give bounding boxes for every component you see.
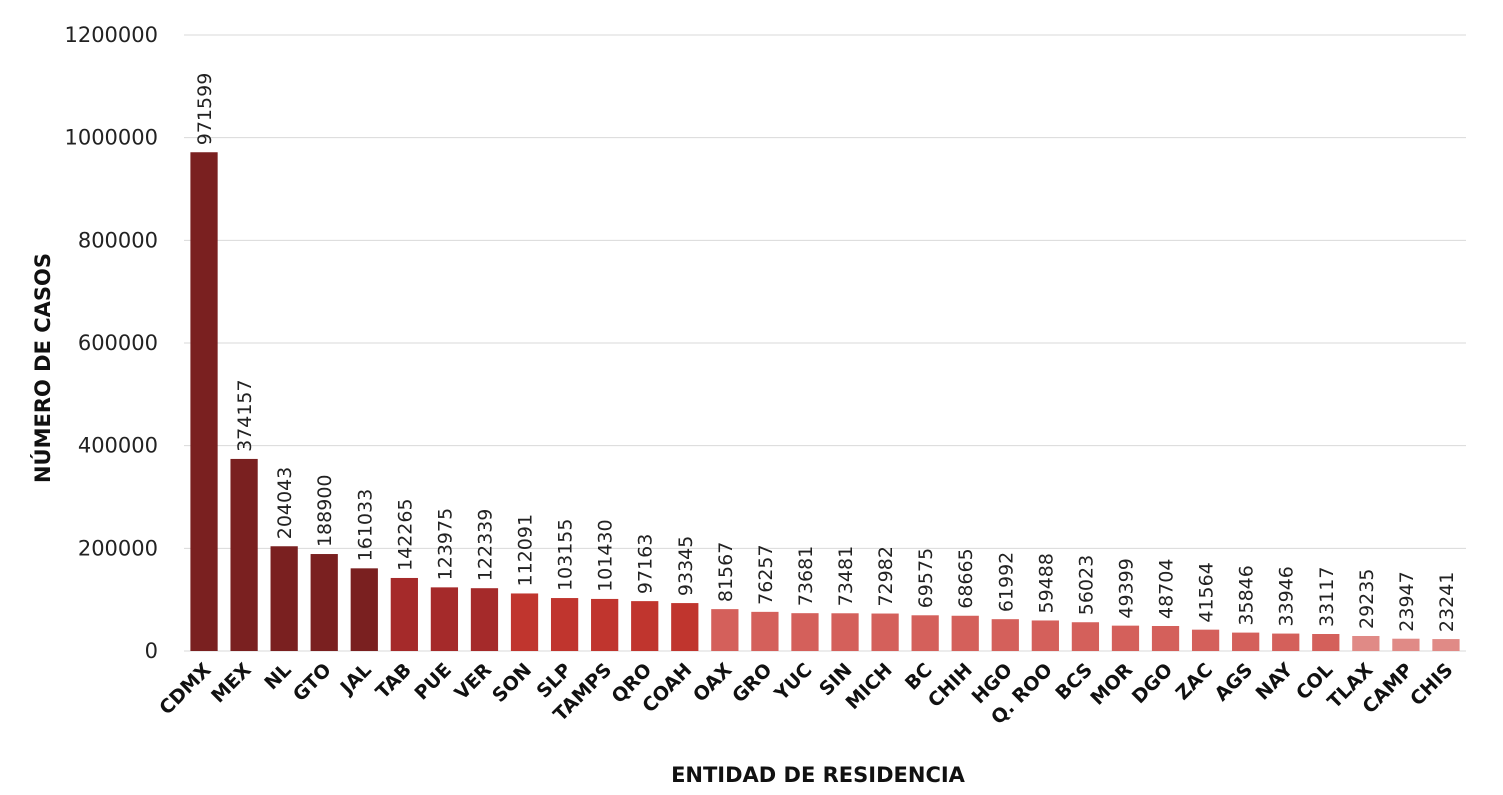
data-label: 59488: [1035, 553, 1057, 613]
bar-mor: [1111, 625, 1140, 651]
data-label: 73681: [795, 546, 817, 606]
data-label: 76257: [755, 544, 777, 604]
bar-tamps: [591, 598, 619, 651]
x-tick-label: GTO: [289, 659, 336, 706]
data-label: 33946: [1276, 566, 1298, 626]
x-tick-label: OAX: [689, 659, 737, 707]
y-tick-label: 800000: [78, 228, 158, 252]
data-label: 23947: [1396, 571, 1418, 631]
data-label: 122339: [474, 509, 496, 582]
y-tick-label: 1200000: [64, 23, 158, 47]
x-tick-label: AGS: [1211, 659, 1258, 706]
y-tick-label: 0: [145, 639, 158, 663]
data-label: 35846: [1236, 565, 1258, 625]
data-label: 971599: [194, 73, 216, 146]
data-label: 61992: [995, 552, 1017, 612]
bar-ags: [1232, 632, 1260, 651]
data-label: 48704: [1156, 559, 1178, 619]
bar-col: [1312, 633, 1340, 651]
x-tick-label: PUE: [410, 659, 455, 704]
bar-slp: [550, 598, 579, 651]
data-label: 73481: [835, 546, 857, 606]
x-tick-label: CHIH: [924, 659, 977, 712]
bar-cdmx: [190, 152, 218, 651]
data-label: 29235: [1356, 569, 1378, 629]
y-tick-label: 400000: [78, 434, 158, 458]
data-label: 374157: [234, 379, 256, 452]
x-tick-label: GRO: [728, 659, 776, 707]
data-label: 142265: [394, 498, 416, 571]
x-tick-label: TAB: [372, 659, 416, 703]
bar-mex: [230, 458, 258, 651]
y-tick-label: 200000: [78, 536, 158, 560]
bar-dgo: [1151, 625, 1180, 651]
data-label: 112091: [515, 514, 537, 587]
data-label: 69575: [915, 548, 937, 608]
bar-camp: [1392, 638, 1420, 651]
bar-qro: [631, 601, 659, 651]
bar-sin: [831, 613, 859, 651]
x-tick-label: DGO: [1128, 659, 1177, 708]
x-tick-label: MEX: [207, 659, 256, 708]
value-labels: 971599 374157 204043 188900 161033 142265 1239…: [194, 73, 1458, 632]
bar-nl: [270, 546, 298, 651]
x-tick-label: NAY: [1252, 659, 1298, 705]
data-label: 204043: [274, 467, 296, 540]
data-label: 81567: [715, 542, 737, 602]
x-tick-label: YUC: [770, 659, 817, 706]
data-label: 56023: [1075, 555, 1097, 615]
x-tick-label: VER: [451, 659, 497, 705]
data-label: 72982: [875, 546, 897, 606]
bar-tab: [390, 577, 418, 651]
bar-tlax: [1352, 635, 1380, 651]
data-label: 68665: [955, 548, 977, 608]
bar-chih: [951, 615, 979, 651]
y-axis-title: NÚMERO DE CASOS: [30, 253, 55, 483]
x-tick-label: MICH: [842, 659, 897, 714]
bar-jal: [350, 568, 378, 651]
bar-gro: [751, 611, 779, 651]
data-label: 41564: [1196, 562, 1218, 622]
data-label: 33117: [1316, 567, 1338, 627]
x-tick-label: CHIS: [1406, 659, 1457, 710]
y-axis-ticks: 0 200000 400000 600000 800000 1000000 1200000: [64, 23, 158, 663]
x-tick-label: JAL: [335, 659, 376, 700]
bar-nay: [1272, 633, 1300, 651]
bar-mich: [871, 613, 899, 651]
data-label: 49399: [1115, 558, 1137, 618]
bar-yuc: [791, 613, 819, 651]
x-tick-label: CDMX: [155, 659, 216, 720]
data-label: 123975: [434, 508, 456, 581]
data-label: 103155: [555, 519, 577, 592]
bar-hgo: [991, 619, 1019, 651]
x-tick-label: ZAC: [1172, 659, 1218, 705]
data-label: 161033: [354, 489, 376, 562]
data-label: 101430: [595, 519, 617, 592]
bar-chis: [1432, 639, 1460, 651]
x-axis-title: ENTIDAD DE RESIDENCIA: [671, 763, 966, 787]
data-label: 97163: [635, 534, 657, 594]
bar-son: [510, 593, 539, 651]
gridlines: [184, 34, 1466, 652]
x-tick-label: MOR: [1086, 659, 1137, 710]
data-label: 23241: [1436, 572, 1458, 632]
data-label: 188900: [314, 475, 336, 548]
bar-q-roo: [1031, 620, 1059, 651]
bar-oax: [711, 609, 739, 651]
bar-bcs: [1071, 622, 1100, 651]
data-label: 93345: [675, 536, 697, 596]
bar-zac: [1191, 629, 1220, 651]
bar-bc: [911, 615, 939, 651]
y-tick-label: 600000: [78, 331, 158, 355]
bar-coah: [671, 603, 699, 651]
bar-pue: [430, 587, 459, 651]
x-tick-label: SON: [488, 659, 536, 707]
bar-gto: [310, 554, 338, 651]
bar-ver: [470, 588, 499, 651]
y-tick-label: 1000000: [64, 126, 158, 150]
bars: [190, 152, 1460, 651]
